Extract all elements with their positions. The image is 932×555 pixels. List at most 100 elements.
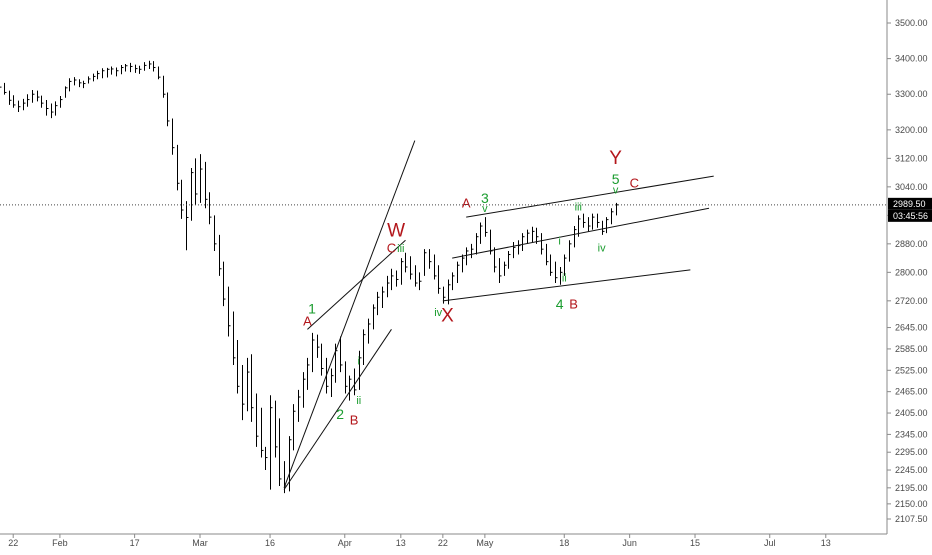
- y-tick-label: 2245.00: [895, 465, 928, 475]
- price-bar: [97, 70, 100, 80]
- price-bar: [555, 261, 558, 284]
- trendline[interactable]: [307, 239, 406, 330]
- price-bar: [195, 158, 198, 205]
- wave-label: v: [613, 184, 619, 196]
- trendline[interactable]: [283, 140, 416, 489]
- trendline[interactable]: [452, 207, 710, 259]
- y-tick-label: 3400.00: [895, 54, 928, 64]
- price-bar: [532, 226, 535, 243]
- price-bar: [368, 318, 371, 344]
- price-bar: [149, 60, 152, 69]
- price-bar: [27, 94, 30, 107]
- price-bar: [597, 213, 600, 228]
- price-bar: [476, 233, 479, 255]
- price-bar: [396, 270, 399, 287]
- price-bar: [79, 79, 82, 88]
- wave-label: C: [630, 175, 639, 190]
- wave-label: ii: [562, 273, 567, 285]
- price-bar: [46, 99, 49, 116]
- y-tick-label: 2345.00: [895, 429, 928, 439]
- wave-label: B: [350, 413, 359, 428]
- price-bar: [340, 336, 343, 373]
- price-bar: [88, 76, 91, 84]
- price-bar: [480, 222, 483, 244]
- y-tick-label: 3200.00: [895, 125, 928, 135]
- wave-label: Y: [609, 148, 622, 169]
- price-bar: [116, 67, 119, 77]
- price-bar: [312, 332, 315, 373]
- trendline[interactable]: [466, 175, 714, 218]
- wave-label: iii: [575, 201, 582, 213]
- price-bar: [377, 291, 380, 316]
- y-axis-ticks[interactable]: 3500.00 3400.00 3300.00 3200.00 3120.00 3040.…: [887, 18, 928, 524]
- x-tick-label: 22: [8, 538, 18, 548]
- price-bar: [4, 82, 7, 95]
- price-bar: [527, 229, 530, 244]
- price-bar: [74, 77, 77, 86]
- price-bar: [41, 95, 44, 108]
- price-bar: [317, 334, 320, 358]
- price-bar: [261, 407, 264, 458]
- price-bar: [508, 250, 511, 269]
- bar-countdown-label: 03:45:56: [893, 211, 928, 221]
- x-tick-label: 13: [821, 538, 831, 548]
- wave-label: W: [387, 220, 405, 241]
- price-bar: [419, 272, 422, 291]
- price-bar: [349, 375, 352, 401]
- current-price-marker: 2989.50 03:45:56: [0, 197, 932, 222]
- price-bar: [265, 446, 268, 471]
- price-bar: [144, 62, 147, 71]
- y-tick-label: 2195.00: [895, 483, 928, 493]
- price-bar: [139, 65, 142, 74]
- price-bar: [513, 242, 516, 259]
- y-tick-label: 3040.00: [895, 182, 928, 192]
- price-bar: [237, 340, 240, 394]
- price-bar: [102, 68, 105, 79]
- price-bar: [434, 254, 437, 280]
- price-bar: [602, 220, 605, 235]
- x-axis-ticks[interactable]: 22 Feb 17 Mar 16 Apr 13 22 May 18 Jun 15 Jul 13: [8, 534, 831, 548]
- y-tick-label: 3300.00: [895, 89, 928, 99]
- price-bar: [186, 201, 189, 251]
- price-bar: [32, 89, 35, 103]
- wave-label: A: [462, 195, 471, 210]
- price-bar: [65, 86, 68, 98]
- y-tick-label: 3500.00: [895, 18, 928, 28]
- price-bar: [574, 226, 577, 248]
- price-bar: [359, 350, 362, 390]
- price-bar: [471, 243, 474, 259]
- y-tick-label: 2295.00: [895, 447, 928, 457]
- price-bar: [177, 144, 180, 191]
- trendline[interactable]: [442, 269, 691, 302]
- wave-label: 3: [481, 190, 489, 206]
- price-bar: [233, 311, 236, 365]
- price-bar: [247, 357, 250, 412]
- x-tick-label: Mar: [192, 538, 208, 548]
- x-tick-label: 13: [396, 538, 406, 548]
- x-tick-label: 22: [438, 538, 448, 548]
- price-bar: [354, 368, 357, 396]
- price-bar: [588, 217, 591, 232]
- price-bar: [270, 395, 273, 490]
- y-tick-label: 2800.00: [895, 267, 928, 277]
- price-bar: [167, 92, 170, 127]
- price-bar: [69, 78, 72, 92]
- trendline[interactable]: [283, 329, 392, 490]
- price-bar: [60, 96, 63, 108]
- price-bar: [223, 261, 226, 307]
- price-bar: [485, 217, 488, 237]
- wave-label: 4: [556, 296, 564, 312]
- wave-label: A: [303, 314, 312, 329]
- price-bar: [438, 265, 441, 294]
- y-tick-label: 2880.00: [895, 239, 928, 249]
- price-bar: [293, 404, 296, 451]
- x-tick-label: 17: [130, 538, 140, 548]
- y-tick-label: 3120.00: [895, 153, 928, 163]
- price-bar: [298, 389, 301, 422]
- wave-label: 1: [308, 300, 316, 316]
- x-tick-label: 15: [690, 538, 700, 548]
